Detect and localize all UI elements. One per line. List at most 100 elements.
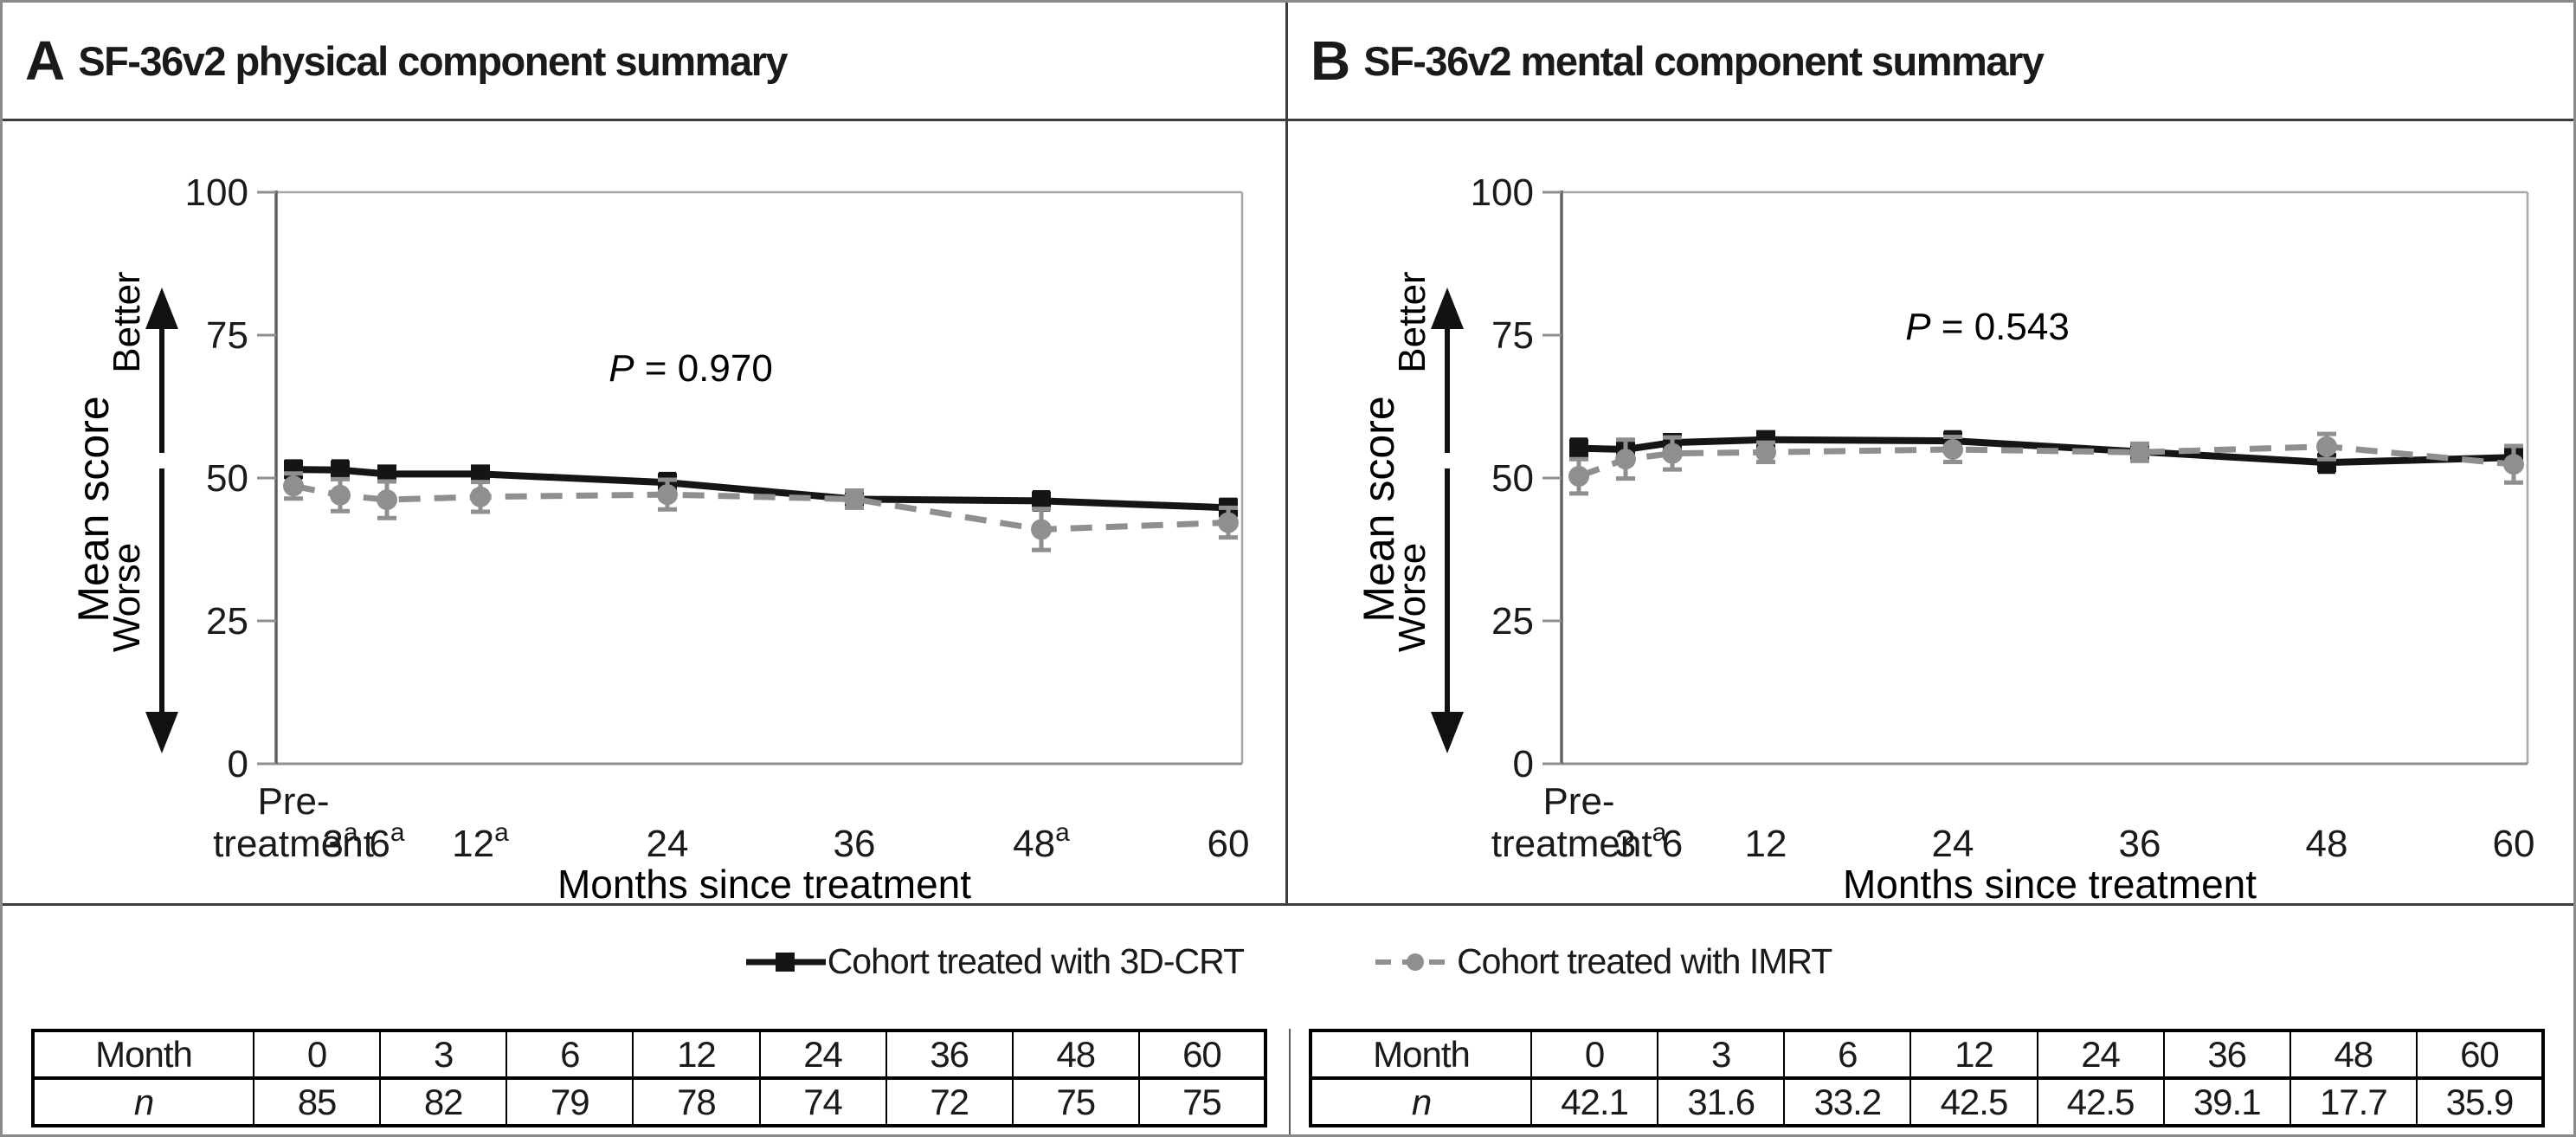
square-marker-icon [1032,491,1051,511]
table-n-row: n 42.1 31.6 33.2 42.5 42.5 39.1 17.7 35.9 [1310,1077,2545,1127]
y-tick-label: 75 [206,314,248,357]
chart-panel-a: 0 25 50 75 100 Mean score Better Worse P = 0.970… [3,121,1288,903]
table-month-value: 6 [506,1030,634,1080]
table-month-value: 24 [758,1030,887,1080]
legend-label-imrt: Cohort treated with IMRT [1457,941,1832,981]
y-axis-title: Mean score [1355,396,1403,622]
y-tick-label: 50 [206,457,248,500]
circle-marker-icon [1942,439,1963,460]
table-n-value: 72 [885,1077,1014,1127]
circle-marker-icon [1662,443,1683,464]
table-month-value: 0 [252,1030,382,1080]
legend-item-imrt: Cohort treated with IMRT [1374,941,1832,982]
y-tick-label: 25 [206,600,248,643]
y-worse-label: Worse [1391,543,1433,652]
x-tick-label: 36 [2119,823,2161,865]
y-worse-label: Worse [106,543,148,652]
x-axis-title: Months since treatment [557,862,971,903]
3dcrt-line-marker-icon [744,947,828,977]
x-tick-label: 48a [1013,818,1070,865]
circle-marker-icon [2316,436,2337,457]
y-better-label: Better [106,271,148,372]
p-value-annotation: P = 0.543 [1905,306,2070,348]
legend: Cohort treated with 3D-CRT Cohort treate… [3,906,2573,1017]
imrt-line-marker-icon [1374,947,1457,977]
panel-a-letter: A [25,29,65,92]
table-month-value: 12 [632,1030,761,1080]
table-header-row: Month 0 3 6 12 24 36 48 60 [1310,1030,2545,1080]
x-tick-label: 48 [2306,823,2348,865]
table-n-value: 42.5 [2036,1077,2165,1127]
square-marker-icon [1569,438,1588,458]
table-n-value: 85 [252,1077,382,1127]
x-tick-label: 60 [2493,823,2535,865]
circle-marker-icon [1755,442,1776,463]
table-n-value: 31.6 [1657,1077,1786,1127]
y-tick-label: 100 [1471,171,1534,214]
table-n-value: 82 [379,1077,508,1127]
table-month-value: 48 [2289,1030,2418,1080]
series-points-imrt [283,471,1239,552]
table-month-value: 36 [2162,1030,2291,1080]
table-n-value: 75 [1137,1077,1267,1127]
x-tick-label: 12a [452,818,509,865]
x-tick-label: 6 [1662,823,1683,865]
table-n-value: 75 [1011,1077,1140,1127]
circle-marker-icon [657,484,678,506]
table-month-value: 6 [1783,1030,1912,1080]
square-marker-icon [377,464,396,484]
y-tick-label: 100 [185,171,248,214]
circle-marker-icon [377,489,397,511]
circle-marker-icon [1615,449,1636,470]
table-n-value: 33.2 [1783,1077,1912,1127]
legend-item-3dcrt: Cohort treated with 3D-CRT [744,941,1245,982]
x-tick-label: 24 [1932,823,1974,865]
circle-marker-icon [330,484,351,506]
square-marker-icon [471,464,490,484]
table-month-value: 0 [1530,1030,1659,1080]
better-worse-arrow-icon [145,287,178,753]
chart-panel-b-svg: 0 25 50 75 100 Mean score Better Worse P = 0.543… [1355,171,2535,903]
x-tick-label: 6a [369,818,404,865]
circle-marker-icon [844,488,865,510]
table-month-value: 48 [1011,1030,1140,1080]
circle-marker-icon [2129,442,2150,463]
table-n-label: n [32,1077,254,1127]
square-marker-icon [331,460,350,480]
imrt-legend-glyph [1375,953,1456,971]
circle-marker-icon [1218,512,1239,533]
better-worse-arrow-icon [1431,287,1464,753]
series-points-imrt [1568,431,2524,496]
table-n-label: n [1310,1077,1532,1127]
y-axis-ticks: 0 25 50 75 100 [185,171,276,785]
table-month-label: Month [32,1030,254,1080]
chart-panel-a-svg: 0 25 50 75 100 Mean score Better Worse P = 0.970… [69,171,1249,903]
chart-panel-b: 0 25 50 75 100 Mean score Better Worse P = 0.543… [1288,121,2573,903]
circle-marker-icon [1031,519,1052,540]
table-header-row: Month 0 3 6 12 24 36 48 60 [32,1030,1267,1080]
table-month-value: 3 [1657,1030,1786,1080]
x-tick-label: 3 [1615,823,1636,865]
panel-b-letter: B [1311,29,1350,92]
table-month-value: 36 [885,1030,1014,1080]
panel-a-title-cell: A SF-36v2 physical component summary [3,3,1288,119]
x-tick-label-pretreatment-line2: treatmenta [1491,818,1667,865]
sample-size-table-a: Month 0 3 6 12 24 36 48 60 n 85 82 79 78 74 72 75 75 [31,1029,1267,1127]
table-month-value: 60 [1137,1030,1267,1080]
table-month-value: 24 [2036,1030,2165,1080]
table-n-value: 42.5 [1909,1077,2038,1127]
circle-marker-icon [283,475,304,497]
y-axis-ticks: 0 25 50 75 100 [1471,171,1562,785]
x-tick-label: 24 [647,823,689,865]
x-tick-label-pretreatment-line1: Pre- [257,780,329,823]
table-n-value: 39.1 [2162,1077,2291,1127]
y-tick-label: 50 [1491,457,1534,500]
table-n-value: 79 [506,1077,634,1127]
panel-titles-row: A SF-36v2 physical component summary B S… [3,3,2573,121]
circle-marker-icon [2503,454,2524,475]
tables-divider [1289,1029,1291,1134]
3dcrt-legend-glyph [745,952,826,972]
